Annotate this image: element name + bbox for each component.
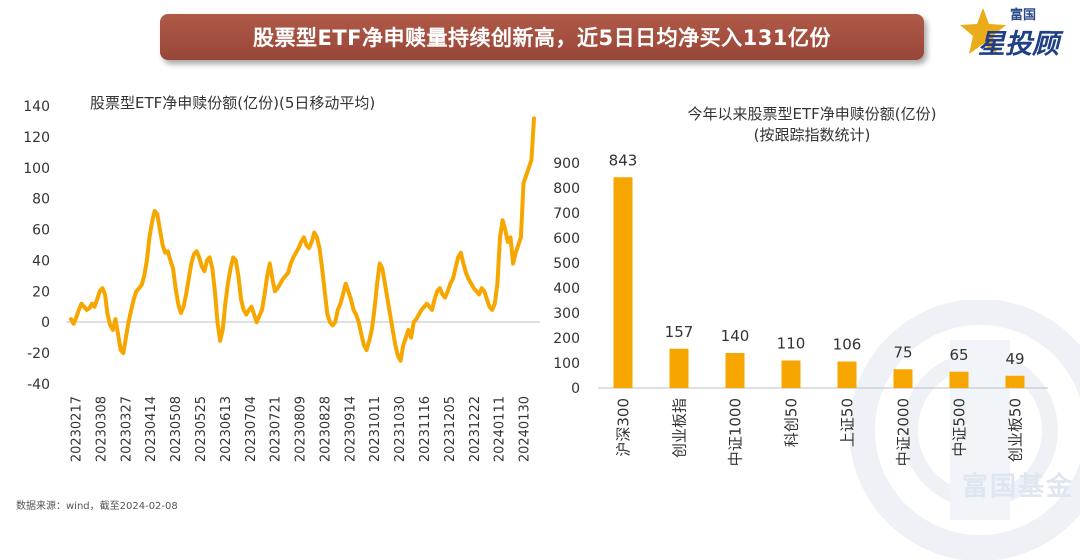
line-y-tick-label: 60: [32, 223, 50, 239]
bar-y-tick-label: 200: [553, 331, 580, 347]
line-y-tick-label: -20: [27, 346, 50, 362]
bar-category-label: 创业板50: [1006, 398, 1024, 462]
logo-small-text: 富国: [1010, 8, 1037, 23]
line-x-tick-label: 20230414: [144, 396, 159, 462]
bar-value-label: 140: [721, 327, 750, 345]
line-chart-title: 股票型ETF净申赎份额(亿份)(5日移动平均): [90, 94, 375, 112]
bar-value-label: 75: [893, 343, 912, 361]
line-x-tick-label: 20230721: [269, 396, 284, 462]
line-x-tick-label: 20230327: [119, 396, 134, 462]
bar-y-tick-label: 600: [553, 231, 580, 247]
line-x-tick-label: 20230809: [294, 396, 309, 462]
bar-chart-title: 今年以来股票型ETF净申赎份额(亿份): [688, 105, 937, 123]
line-y-tick-label: 40: [32, 253, 50, 269]
line-y-tick-label: 0: [41, 315, 50, 331]
line-x-tick-label: 20230914: [343, 396, 358, 462]
line-x-tick-label: 20231205: [443, 396, 458, 462]
bar-value-label: 106: [833, 336, 862, 354]
bar-category-label: 中证2000: [894, 398, 912, 466]
bar-y-tick-label: 400: [553, 281, 580, 297]
title-banner: 股票型ETF净申赎量持续创新高，近5日日均净买入131亿份: [160, 14, 924, 60]
bar-y-tick-label: 300: [553, 306, 580, 322]
bar: [893, 369, 913, 388]
bar: [837, 361, 857, 388]
bar-value-label: 843: [609, 151, 638, 169]
bar-y-tick-label: 800: [553, 181, 580, 197]
source-note: 数据来源：wind，截至2024-02-08: [16, 501, 178, 512]
bar: [613, 177, 633, 388]
bar-chart-subtitle: (按跟踪指数统计): [754, 126, 871, 144]
line-x-tick-label: 20230704: [244, 396, 259, 462]
bar: [1005, 375, 1025, 388]
bar: [725, 353, 745, 388]
star-logo-icon: [960, 8, 1006, 54]
bar-y-tick-label: 500: [553, 256, 580, 272]
bar: [669, 348, 689, 388]
bar-y-tick-label: 0: [571, 381, 580, 397]
bar: [781, 360, 801, 388]
bar-category-label: 上证50: [838, 398, 856, 447]
line-x-tick-label: 20230613: [219, 396, 234, 462]
line-x-tick-label: 20230308: [94, 396, 109, 462]
line-y-tick-label: 120: [23, 130, 50, 146]
bar-value-label: 157: [665, 323, 694, 341]
line-x-axis-labels: 20230217 20230308 20230327 20230414 20230508…: [70, 396, 533, 462]
line-y-tick-label: 80: [32, 192, 50, 208]
bar-y-tick-label: 900: [553, 156, 580, 172]
bar-category-label: 中证500: [950, 398, 968, 457]
bar-value-label: 110: [777, 335, 806, 353]
bar-series: 843 沪深300 157 创业板指 140 中证1000 110 科创50 106 上证50 75…: [609, 151, 1025, 466]
line-x-tick-label: 20231222: [468, 396, 483, 462]
banner-title: 股票型ETF净申赎量持续创新高，近5日日均净买入131亿份: [253, 26, 831, 50]
line-y-tick-label: 20: [32, 284, 50, 300]
line-x-tick-label: 20230217: [70, 396, 85, 462]
bar: [949, 371, 969, 388]
line-x-tick-label: 20240130: [518, 396, 533, 462]
line-x-tick-label: 20231030: [393, 396, 408, 462]
line-x-tick-label: 20231011: [368, 396, 383, 462]
line-x-tick-label: 20230525: [194, 396, 209, 462]
line-series: [69, 116, 536, 363]
bar-value-label: 65: [949, 346, 968, 364]
bar-value-label: 49: [1005, 350, 1024, 368]
line-x-tick-label: 20231116: [418, 396, 433, 462]
line-x-tick-label: 20240111: [493, 396, 508, 462]
bar-chart: 今年以来股票型ETF净申赎份额(亿份) (按跟踪指数统计) 0 100 200 300…: [553, 105, 1048, 466]
line-x-tick-label: 20230828: [318, 396, 333, 462]
bar-category-label: 中证1000: [726, 398, 744, 466]
line-x-tick-label: 20230508: [169, 396, 184, 462]
charts-canvas: 股票型ETF净申赎份额(亿份)(5日移动平均) -40 -20 0 20 40 60 80 1…: [23, 94, 1048, 466]
line-y-tick-label: 100: [23, 161, 50, 177]
bar-category-label: 科创50: [782, 398, 800, 447]
bar-category-label: 沪深300: [614, 398, 632, 457]
line-y-tick-label: -40: [27, 377, 50, 393]
line-y-tick-label: 140: [23, 99, 50, 115]
line-y-axis: -40 -20 0 20 40 60 80 100 120 140: [23, 99, 50, 393]
bar-y-tick-label: 700: [553, 206, 580, 222]
bar-y-tick-label: 100: [553, 356, 580, 372]
line-chart: 股票型ETF净申赎份额(亿份)(5日移动平均) -40 -20 0 20 40 60 80 1…: [23, 94, 540, 462]
bar-category-label: 创业板指: [670, 398, 688, 458]
watermark-text: 富国基金: [962, 472, 1075, 502]
bar-y-axis: 0 100 200 300 400 500 600 700 800 900: [553, 156, 580, 397]
logo-big-text: 星投顾: [978, 29, 1059, 60]
